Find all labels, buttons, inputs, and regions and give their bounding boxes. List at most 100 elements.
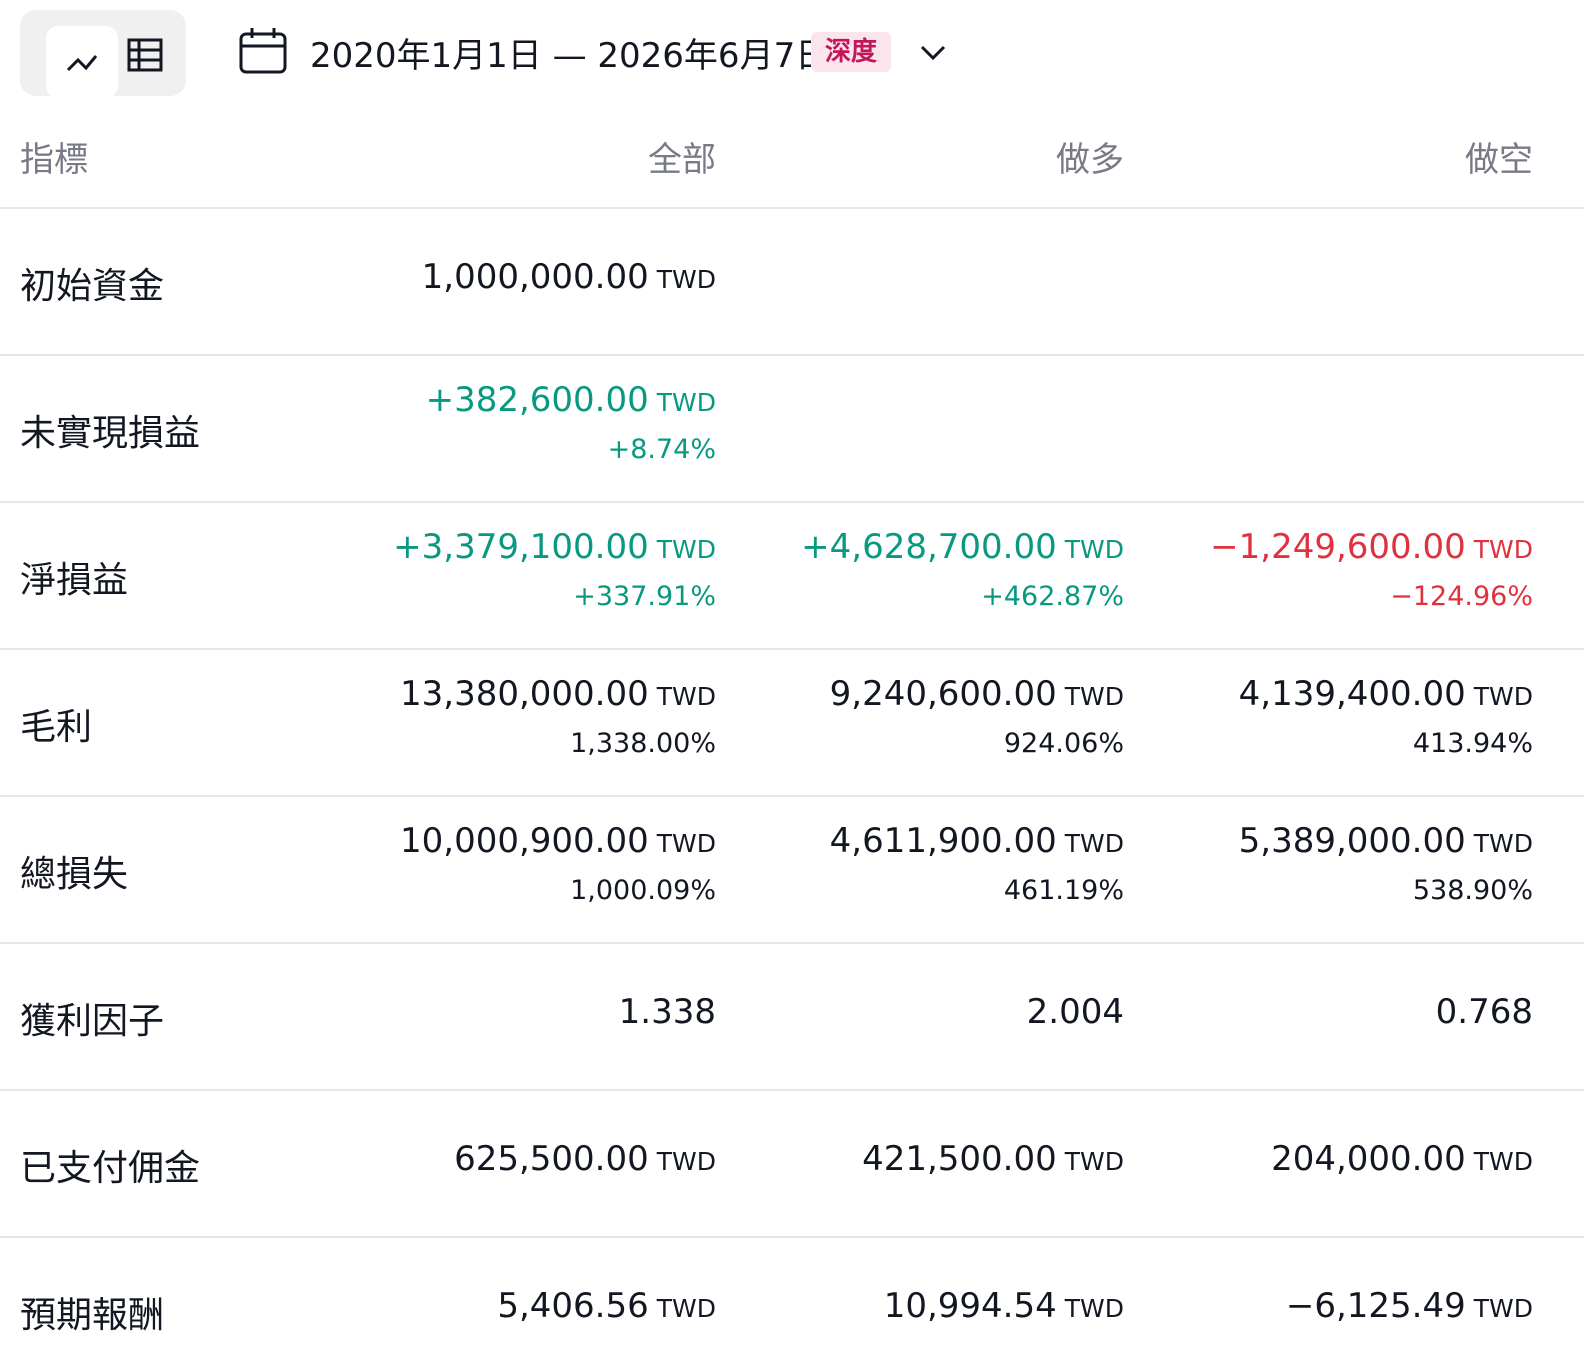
value: 4,139,400.00 — [1238, 674, 1466, 714]
table-view-button[interactable] — [120, 26, 192, 98]
value-line: 10,994.54 TWD — [724, 1286, 1124, 1326]
cell: 625,500.00 TWD — [316, 1139, 716, 1179]
value-line: 4,611,900.00 TWD — [724, 821, 1124, 861]
column-header: 做多 — [1056, 140, 1124, 180]
percent: 461.19% — [1003, 875, 1124, 906]
unit: TWD — [656, 1146, 716, 1176]
row-divider — [0, 795, 1584, 797]
cell: 5,389,000.00 TWD 538.90% — [1133, 821, 1533, 906]
cell: 13,380,000.00 TWD 1,338.00% — [316, 674, 716, 759]
value: 5,406.56 — [497, 1285, 649, 1326]
value-line: +4,628,700.00 TWD — [724, 527, 1124, 567]
cell: 4,139,400.00 TWD 413.94% — [1133, 674, 1533, 759]
value-line: 421,500.00 TWD — [724, 1139, 1124, 1179]
percent: +8.74% — [607, 434, 716, 465]
percent: 1,338.00% — [570, 728, 716, 759]
value: 4,611,900.00 — [829, 821, 1057, 861]
percent: 924.06% — [1003, 728, 1124, 759]
row-divider — [0, 207, 1584, 209]
unit: TWD — [656, 1293, 716, 1323]
percent: 413.94% — [1412, 728, 1533, 759]
row-divider — [0, 1236, 1584, 1238]
row-divider — [0, 648, 1584, 650]
cell: +3,379,100.00 TWD +337.91% — [316, 527, 716, 612]
value: 13,380,000.00 — [400, 674, 649, 714]
percent: −124.96% — [1390, 581, 1533, 612]
unit: TWD — [1064, 829, 1124, 858]
value: 2.004 — [1026, 991, 1124, 1032]
cell: 1.338 — [316, 992, 716, 1032]
value-line: 5,389,000.00 TWD — [1133, 821, 1533, 861]
cell: 9,240,600.00 TWD 924.06% — [724, 674, 1124, 759]
row-label: 總損失 — [20, 853, 129, 895]
unit: TWD — [656, 829, 716, 858]
badge: 深度 — [811, 32, 892, 72]
cell: +382,600.00 TWD +8.74% — [316, 380, 716, 465]
cell: 0.768 — [1133, 992, 1533, 1032]
row-label: 毛利 — [20, 706, 93, 748]
row-label: 預期報酬 — [20, 1294, 165, 1336]
value-line: 4,139,400.00 TWD — [1133, 674, 1533, 714]
percent: 1,000.09% — [570, 875, 716, 906]
value: 9,240,600.00 — [829, 674, 1057, 714]
cell: 421,500.00 TWD — [724, 1139, 1124, 1179]
value-line: 204,000.00 TWD — [1133, 1139, 1533, 1179]
row-label: 獲利因子 — [20, 1000, 165, 1042]
value: 625,500.00 — [454, 1138, 649, 1179]
row-label: 未實現損益 — [20, 412, 201, 454]
unit: TWD — [1064, 1146, 1124, 1176]
value-line: 5,406.56 TWD — [316, 1286, 716, 1326]
value: 0.768 — [1435, 991, 1533, 1032]
cell: 1,000,000.00 TWD — [316, 257, 716, 297]
row-label: 已支付佣金 — [20, 1147, 201, 1189]
date-range[interactable]: 2020年1月1日 — 2026年6月7日 — [310, 36, 830, 76]
row-label: 淨損益 — [20, 559, 129, 601]
value: 10,000,900.00 — [400, 821, 649, 861]
value: +3,379,100.00 — [393, 527, 649, 567]
percent: 538.90% — [1412, 875, 1533, 906]
value-line: −1,249,600.00 TWD — [1133, 527, 1533, 567]
value-line: 9,240,600.00 TWD — [724, 674, 1124, 714]
unit: TWD — [1064, 682, 1124, 711]
value: 1,000,000.00 — [421, 256, 649, 297]
unit: TWD — [656, 388, 716, 417]
column-header: 指標 — [20, 140, 88, 180]
cell: −1,249,600.00 TWD −124.96% — [1133, 527, 1533, 612]
value: 5,389,000.00 — [1238, 821, 1466, 861]
value: +4,628,700.00 — [801, 527, 1057, 567]
value-line: 10,000,900.00 TWD — [316, 821, 716, 861]
value-line: 625,500.00 TWD — [316, 1139, 716, 1179]
value: +382,600.00 — [425, 380, 649, 420]
cell: 10,994.54 TWD — [724, 1286, 1124, 1326]
unit: TWD — [1064, 1293, 1124, 1323]
value-line: 1,000,000.00 TWD — [316, 257, 716, 297]
unit: TWD — [656, 535, 716, 564]
row-divider — [0, 501, 1584, 503]
row-divider — [0, 942, 1584, 944]
unit: TWD — [1473, 1293, 1533, 1323]
unit: TWD — [1473, 1146, 1533, 1176]
value: −1,249,600.00 — [1210, 527, 1466, 567]
cell: 2.004 — [724, 992, 1124, 1032]
value-line: 0.768 — [1133, 992, 1533, 1032]
value-line: −6,125.49 TWD — [1133, 1286, 1533, 1326]
cell: 5,406.56 TWD — [316, 1286, 716, 1326]
calendar-icon[interactable] — [236, 26, 290, 76]
value-line: 13,380,000.00 TWD — [316, 674, 716, 714]
row-label: 初始資金 — [20, 265, 165, 307]
unit: TWD — [1064, 535, 1124, 564]
row-divider — [0, 1089, 1584, 1091]
chart-view-button[interactable] — [46, 26, 118, 98]
row-divider — [0, 354, 1584, 356]
percent: +337.91% — [573, 581, 716, 612]
unit: TWD — [1473, 829, 1533, 858]
dropdown-icon[interactable] — [916, 38, 950, 68]
unit: TWD — [656, 264, 716, 294]
column-header: 全部 — [648, 140, 716, 180]
value: 421,500.00 — [862, 1138, 1057, 1179]
value-line: 1.338 — [316, 992, 716, 1032]
percent: +462.87% — [981, 581, 1124, 612]
unit: TWD — [1473, 682, 1533, 711]
unit: TWD — [1473, 535, 1533, 564]
value: 1.338 — [618, 991, 716, 1032]
